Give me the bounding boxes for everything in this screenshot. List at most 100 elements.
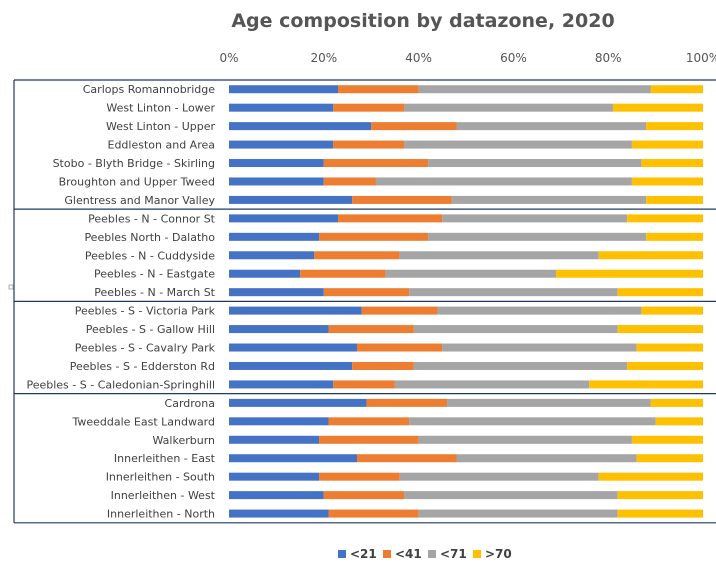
bar-segment: [404, 103, 613, 112]
category-labels: Carlops Romannobridge West Linton - Lower…: [26, 83, 215, 520]
legend-swatch: [473, 550, 481, 558]
bar-segment: [300, 269, 386, 278]
category-label: Peebles - S - Caledonian-Springhill: [26, 378, 215, 391]
category-label: Innerleithen - South: [106, 471, 215, 484]
category-label: Broughton and Upper Tweed: [59, 175, 215, 188]
bar-segment: [413, 361, 628, 370]
chart-title: Age composition by datazone, 2020: [231, 10, 614, 32]
bar-segment: [323, 491, 405, 500]
legend-label: <41: [395, 547, 422, 561]
category-label: Stobo - Blyth Bridge - Skirling: [53, 157, 215, 170]
bar-segment: [314, 251, 400, 260]
bar-segment: [451, 195, 647, 204]
bar-segment: [617, 509, 703, 518]
bar-segment: [229, 361, 353, 370]
bar-segment: [650, 85, 703, 94]
plot-frame: [8, 79, 716, 524]
bar-segment: [229, 509, 329, 518]
bar-segment: [437, 306, 642, 315]
bar-segment: [627, 214, 703, 223]
category-label: Innerleithen - West: [111, 489, 216, 502]
category-label: Peebles - S - Gallow Hill: [86, 323, 215, 336]
bar-segment: [428, 232, 647, 241]
bar-segment: [229, 195, 353, 204]
category-label: Glentress and Manor Valley: [64, 194, 215, 207]
bar-segment: [371, 122, 457, 131]
category-label: Cardrona: [165, 397, 215, 410]
bar-segment: [646, 232, 703, 241]
bar-segment: [328, 325, 414, 334]
bar-segment: [356, 454, 457, 463]
bar-segment: [413, 325, 618, 334]
bar-segment: [229, 472, 320, 481]
bar-segment: [428, 159, 642, 168]
category-label: Walkerburn: [153, 434, 216, 447]
x-tick-label: 60%: [500, 51, 527, 65]
legend-label: <21: [350, 547, 377, 561]
bar-segment: [612, 103, 703, 112]
resize-handle: [8, 284, 14, 290]
bar-segment: [361, 306, 438, 315]
bar-segment: [229, 140, 334, 149]
bar-segment: [229, 343, 357, 352]
bar-segment: [442, 214, 628, 223]
bar-segment: [319, 232, 429, 241]
bar-segment: [229, 269, 301, 278]
bar-segment: [641, 159, 703, 168]
bar-segment: [338, 214, 443, 223]
bar-segment: [229, 85, 339, 94]
category-label: Innerleithen - East: [114, 452, 216, 465]
category-label: Tweeddale East Landward: [71, 415, 215, 428]
bar-segment: [229, 214, 339, 223]
bar-segment: [589, 380, 703, 389]
category-label: Carlops Romannobridge: [83, 83, 215, 96]
x-axis-ticks: 0% 20% 40% 60% 80% 100%: [219, 51, 716, 65]
x-tick-label: 0%: [219, 51, 238, 65]
bar-segment: [456, 454, 637, 463]
bar-segment: [366, 398, 448, 407]
bar-segment: [229, 417, 329, 426]
bar-segment: [650, 398, 703, 407]
x-tick-label: 80%: [595, 51, 622, 65]
category-label: Peebles - S - Cavalry Park: [75, 342, 216, 355]
bar-segment: [409, 417, 656, 426]
category-label: Peebles - N - Cuddyside: [85, 249, 215, 262]
category-label: Peebles - N - March St: [94, 286, 215, 299]
bar-segment: [394, 380, 590, 389]
bar-segment: [338, 85, 419, 94]
legend-label: <71: [440, 547, 467, 561]
bar-segment: [323, 159, 429, 168]
bar-segment: [229, 380, 334, 389]
bar-segment: [636, 454, 703, 463]
bar-segment: [598, 472, 703, 481]
bar-segment: [352, 195, 452, 204]
bar-segment: [641, 306, 703, 315]
category-label: Peebles North - Dalatho: [84, 231, 215, 244]
legend: <21 <41 <71 >70: [338, 547, 512, 561]
bar-segment: [456, 122, 647, 131]
category-label: Eddleston and Area: [108, 139, 216, 152]
bar-segment: [375, 177, 632, 186]
bar-segment: [229, 122, 372, 131]
bar-segment: [447, 398, 651, 407]
bar-segment: [399, 472, 599, 481]
bar-segment: [323, 288, 410, 297]
bar-segment: [323, 177, 376, 186]
bar-segment: [229, 177, 324, 186]
legend-swatch: [428, 550, 436, 558]
bar-segment: [636, 343, 703, 352]
bar-segment: [418, 435, 632, 444]
bar-segment: [328, 417, 410, 426]
bar-segment: [356, 343, 443, 352]
bar-segment: [598, 251, 703, 260]
x-tick-label: 40%: [405, 51, 432, 65]
bar-segment: [556, 269, 703, 278]
bar-segment: [418, 509, 618, 518]
bar-segment: [399, 251, 599, 260]
bar-segment: [631, 140, 703, 149]
bar-segment: [333, 380, 395, 389]
bar-segment: [333, 140, 405, 149]
bar-segment: [627, 361, 703, 370]
legend-swatch: [383, 550, 391, 558]
